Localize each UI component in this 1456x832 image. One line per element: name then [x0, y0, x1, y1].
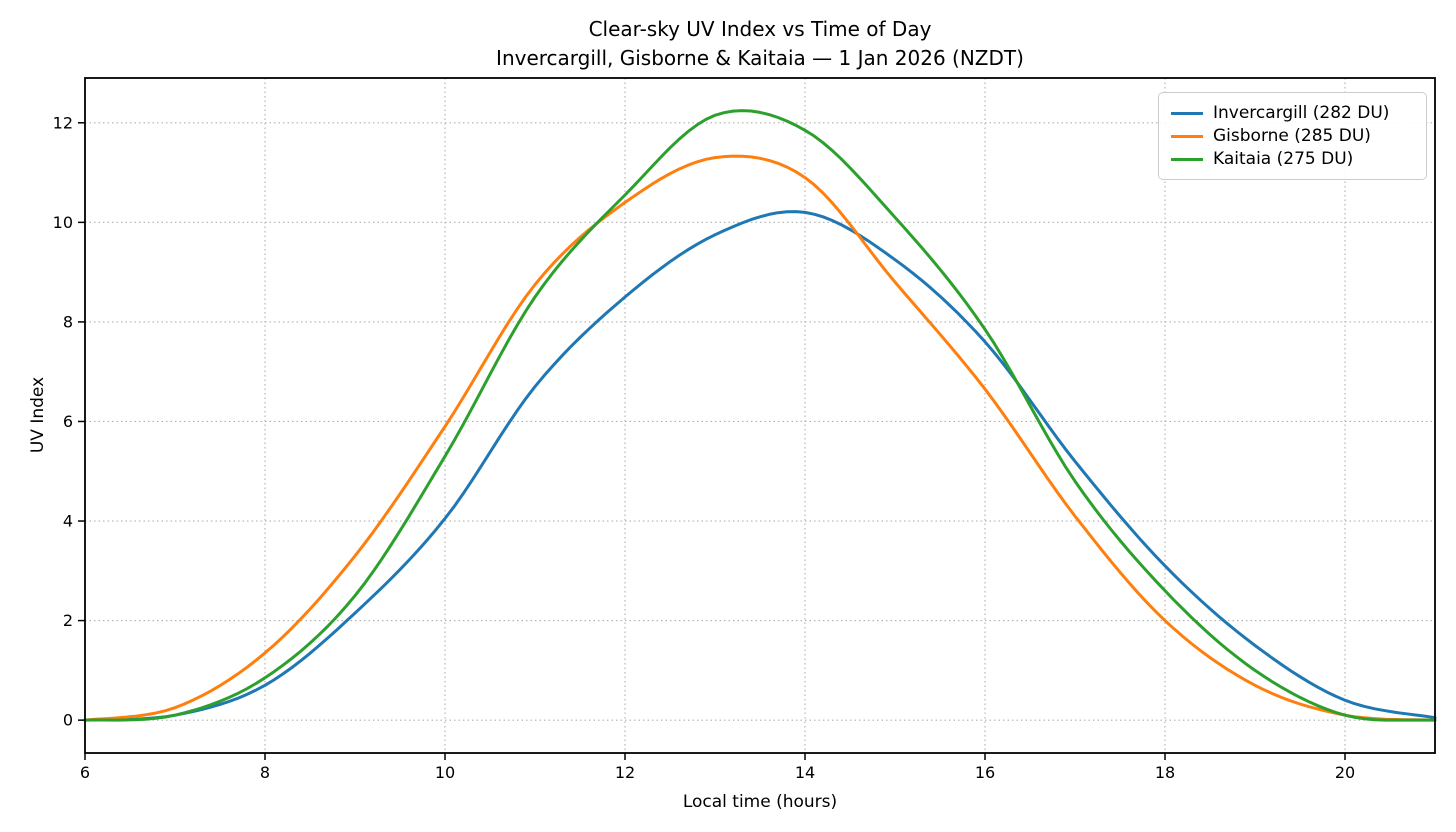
x-tick-label: 12 [615, 763, 635, 782]
y-tick-label: 4 [63, 512, 73, 531]
axis-ticks [78, 122, 1346, 760]
chart-title: Clear-sky UV Index vs Time of Day [588, 17, 932, 41]
x-tick-label: 6 [80, 763, 90, 782]
chart-subtitle: Invercargill, Gisborne & Kaitaia — 1 Jan… [496, 46, 1024, 70]
y-tick-label: 10 [53, 213, 73, 232]
series-line-gisborne [83, 154, 1437, 722]
gridlines [84, 78, 1435, 753]
x-tick-label: 16 [975, 763, 995, 782]
series-line-invercargill [83, 210, 1437, 722]
legend-line-swatch [1171, 111, 1203, 115]
legend-item-invercargill: Invercargill (282 DU) [1171, 102, 1414, 124]
legend-item-label: Kaitaia (275 DU) [1213, 149, 1354, 169]
x-axis-label: Local time (hours) [682, 792, 838, 812]
y-axis-label: UV Index [28, 376, 48, 454]
y-tick-label: 2 [63, 611, 73, 630]
x-tick-label: 18 [1155, 763, 1175, 782]
series-curves [83, 109, 1437, 722]
legend-line-swatch [1171, 157, 1203, 161]
y-tick-label: 6 [63, 412, 73, 431]
legend-item-gisborne: Gisborne (285 DU) [1171, 125, 1414, 147]
tick-labels: 6 8 10 12 14 16 18 20 0 2 4 6 8 10 12 [53, 113, 1356, 782]
y-tick-label: 0 [63, 711, 73, 730]
x-tick-label: 10 [435, 763, 455, 782]
x-tick-label: 14 [795, 763, 815, 782]
y-tick-label: 12 [53, 113, 73, 132]
axes-frame [84, 77, 1436, 754]
x-tick-label: 20 [1335, 763, 1355, 782]
legend-item-label: Gisborne (285 DU) [1213, 126, 1371, 146]
y-tick-label: 8 [63, 312, 73, 331]
legend-line-swatch [1171, 134, 1203, 138]
legend-item-label: Invercargill (282 DU) [1213, 103, 1390, 123]
series-line-kaitaia [83, 109, 1437, 722]
x-tick-label: 8 [260, 763, 270, 782]
legend: Invercargill (282 DU) Gisborne (285 DU) Ka… [1158, 92, 1427, 180]
legend-item-kaitaia: Kaitaia (275 DU) [1171, 148, 1414, 170]
